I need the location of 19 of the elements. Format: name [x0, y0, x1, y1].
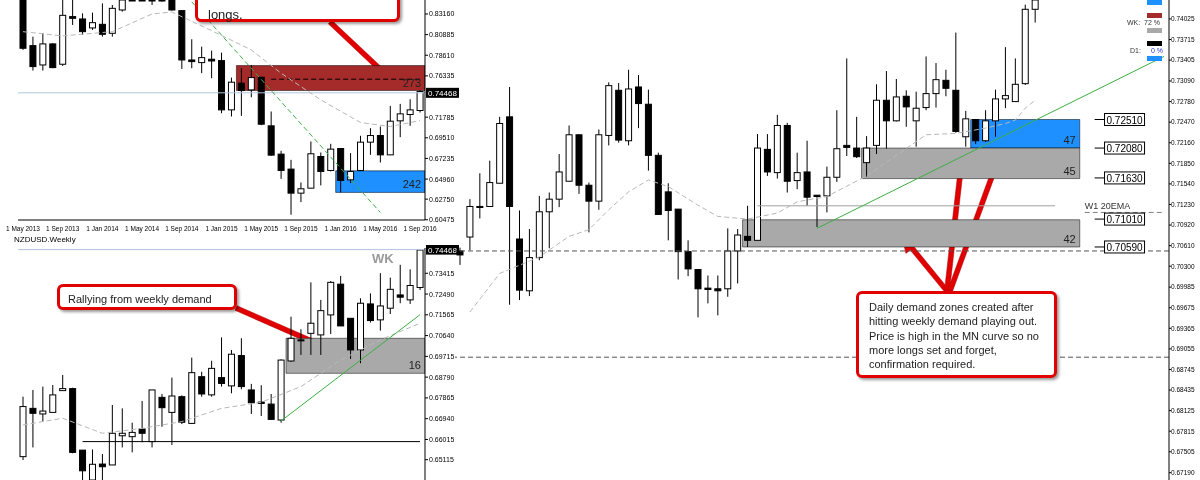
- callout: Daily demand zones created after hitting weekly demand playing out. Price is high in the MN curve so no more longs set and forget, confirmation required.: [856, 291, 1057, 378]
- ref-line-label: 0.71010: [1106, 214, 1144, 226]
- band-label: 42: [1063, 232, 1076, 245]
- ref-line-label: 0.74468: [428, 245, 458, 255]
- ref-line-label: 0.70590: [1106, 241, 1144, 253]
- ref-line-label: 0.74468: [428, 88, 458, 98]
- band-label: 273: [402, 76, 421, 89]
- band-label: 45: [1063, 164, 1076, 177]
- band-label: 16: [408, 359, 421, 372]
- callout: Rallying from weekly demand: [57, 284, 237, 310]
- callout: longs.: [195, 0, 400, 22]
- annotation: WK: [372, 251, 394, 266]
- band-label: 242: [402, 178, 421, 191]
- chart-title: NZDUSD.Weekly: [14, 235, 76, 244]
- ref-line-label: 0.72510: [1106, 114, 1144, 126]
- ref-line-label: 0.71630: [1106, 172, 1144, 184]
- ref-line-label: W1 20EMA: [1084, 201, 1131, 212]
- ref-line-label: 0.72080: [1106, 143, 1144, 155]
- band-label: 47: [1063, 134, 1076, 147]
